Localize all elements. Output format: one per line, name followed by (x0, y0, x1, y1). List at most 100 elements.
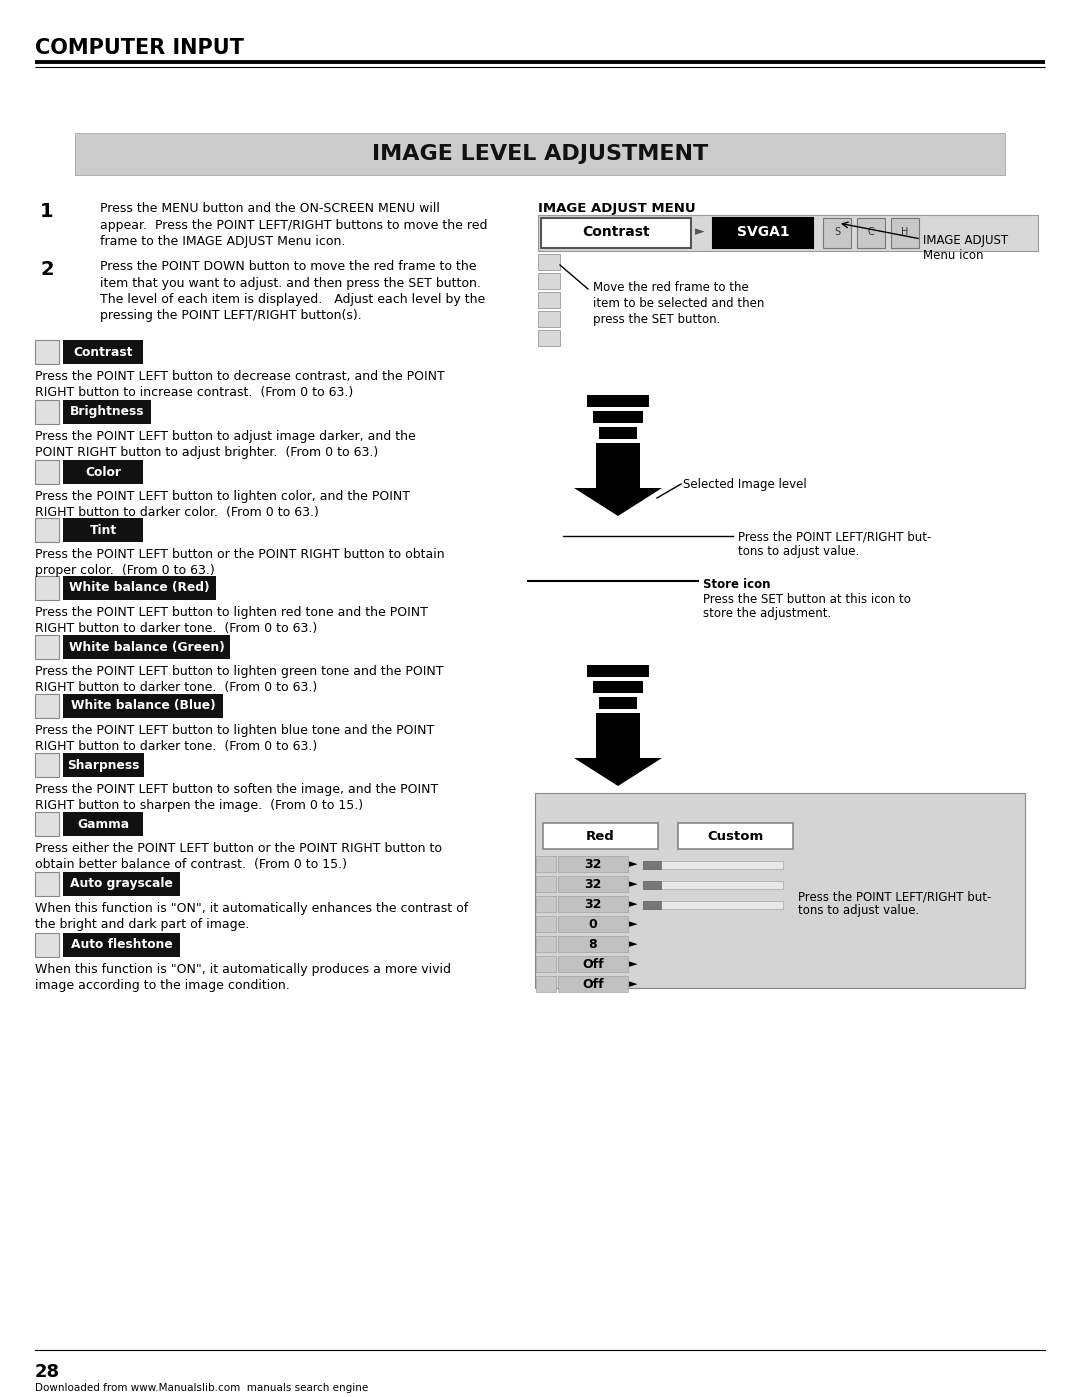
Text: store the adjustment.: store the adjustment. (703, 608, 832, 620)
FancyBboxPatch shape (599, 427, 637, 439)
FancyBboxPatch shape (891, 218, 919, 249)
FancyBboxPatch shape (678, 823, 793, 849)
Text: Sharpness: Sharpness (67, 759, 139, 771)
Text: Contrast: Contrast (582, 225, 650, 239)
Text: appear.  Press the POINT LEFT/RIGHT buttons to move the red: appear. Press the POINT LEFT/RIGHT butto… (100, 218, 487, 232)
FancyBboxPatch shape (558, 956, 627, 972)
Text: Press the POINT LEFT/RIGHT but-: Press the POINT LEFT/RIGHT but- (798, 890, 991, 902)
Text: 32: 32 (584, 858, 602, 870)
Text: Press the POINT LEFT button to soften the image, and the POINT: Press the POINT LEFT button to soften th… (35, 782, 438, 796)
Text: SVGA1: SVGA1 (737, 225, 789, 239)
FancyBboxPatch shape (536, 916, 556, 932)
Text: Press the MENU button and the ON-SCREEN MENU will: Press the MENU button and the ON-SCREEN … (100, 203, 440, 215)
Text: ►: ► (629, 958, 637, 970)
Polygon shape (573, 488, 662, 515)
FancyBboxPatch shape (536, 876, 556, 893)
Text: Move the red frame to the: Move the red frame to the (593, 281, 748, 293)
FancyBboxPatch shape (536, 936, 556, 951)
FancyBboxPatch shape (35, 518, 59, 542)
Text: Press the POINT LEFT button or the POINT RIGHT button to obtain: Press the POINT LEFT button or the POINT… (35, 548, 445, 562)
FancyBboxPatch shape (35, 460, 59, 483)
FancyBboxPatch shape (35, 576, 59, 599)
Text: item to be selected and then: item to be selected and then (593, 298, 765, 310)
Text: IMAGE ADJUST: IMAGE ADJUST (923, 235, 1008, 247)
Text: When this function is "ON", it automatically enhances the contrast of: When this function is "ON", it automatic… (35, 902, 469, 915)
FancyBboxPatch shape (63, 694, 222, 718)
Text: Downloaded from www.Manualslib.com  manuals search engine: Downloaded from www.Manualslib.com manua… (35, 1383, 368, 1393)
Text: Store icon: Store icon (703, 578, 770, 591)
Text: Custom: Custom (707, 830, 764, 842)
FancyBboxPatch shape (596, 443, 640, 488)
FancyBboxPatch shape (536, 956, 556, 972)
FancyBboxPatch shape (538, 312, 561, 327)
Text: Press the POINT LEFT button to lighten color, and the POINT: Press the POINT LEFT button to lighten c… (35, 490, 410, 503)
Text: Color: Color (85, 465, 121, 479)
Text: ►: ► (629, 879, 637, 888)
FancyBboxPatch shape (558, 895, 627, 912)
Text: H: H (902, 226, 908, 237)
FancyBboxPatch shape (593, 680, 643, 693)
FancyBboxPatch shape (558, 977, 627, 992)
FancyBboxPatch shape (596, 712, 640, 759)
FancyBboxPatch shape (35, 812, 59, 835)
Text: IMAGE LEVEL ADJUSTMENT: IMAGE LEVEL ADJUSTMENT (372, 144, 708, 163)
Text: POINT RIGHT button to adjust brighter.  (From 0 to 63.): POINT RIGHT button to adjust brighter. (… (35, 446, 378, 460)
FancyBboxPatch shape (535, 793, 1025, 988)
Text: COMPUTER INPUT: COMPUTER INPUT (35, 38, 244, 59)
Text: Press the POINT LEFT button to adjust image darker, and the: Press the POINT LEFT button to adjust im… (35, 430, 416, 443)
Text: 2: 2 (40, 260, 54, 279)
FancyBboxPatch shape (588, 395, 649, 407)
Text: Press the POINT DOWN button to move the red frame to the: Press the POINT DOWN button to move the … (100, 260, 476, 272)
Text: tons to adjust value.: tons to adjust value. (798, 904, 919, 916)
Text: ►: ► (696, 225, 705, 239)
FancyBboxPatch shape (643, 861, 783, 869)
FancyBboxPatch shape (643, 861, 661, 869)
Text: obtain better balance of contrast.  (From 0 to 15.): obtain better balance of contrast. (From… (35, 858, 347, 870)
Text: 8: 8 (589, 937, 597, 950)
Text: 0: 0 (589, 918, 597, 930)
Text: Off: Off (582, 978, 604, 990)
FancyBboxPatch shape (63, 518, 143, 542)
Text: ►: ► (629, 939, 637, 949)
Text: pressing the POINT LEFT/RIGHT button(s).: pressing the POINT LEFT/RIGHT button(s). (100, 310, 362, 323)
Text: image according to the image condition.: image according to the image condition. (35, 979, 289, 992)
FancyBboxPatch shape (63, 933, 179, 957)
Text: Press the POINT LEFT button to decrease contrast, and the POINT: Press the POINT LEFT button to decrease … (35, 370, 445, 383)
FancyBboxPatch shape (643, 882, 661, 888)
FancyBboxPatch shape (558, 856, 627, 872)
FancyBboxPatch shape (558, 916, 627, 932)
Text: White balance (Blue): White balance (Blue) (70, 700, 215, 712)
FancyBboxPatch shape (538, 330, 561, 346)
Text: Selected Image level: Selected Image level (683, 478, 807, 490)
FancyBboxPatch shape (713, 218, 813, 249)
Text: ►: ► (629, 979, 637, 989)
Text: Brightness: Brightness (70, 405, 145, 419)
Text: Gamma: Gamma (77, 817, 130, 830)
Text: C: C (867, 226, 875, 237)
FancyBboxPatch shape (63, 400, 151, 425)
Text: RIGHT button to darker tone.  (From 0 to 63.): RIGHT button to darker tone. (From 0 to … (35, 622, 318, 636)
Text: 32: 32 (584, 877, 602, 890)
Text: ►: ► (629, 919, 637, 929)
Text: 32: 32 (584, 897, 602, 911)
FancyBboxPatch shape (63, 576, 216, 599)
Text: White balance (Red): White balance (Red) (69, 581, 210, 595)
FancyBboxPatch shape (643, 901, 661, 909)
Text: RIGHT button to darker color.  (From 0 to 63.): RIGHT button to darker color. (From 0 to… (35, 506, 319, 520)
Text: White balance (Green): White balance (Green) (69, 640, 225, 654)
Text: Press the SET button at this icon to: Press the SET button at this icon to (703, 592, 910, 606)
FancyBboxPatch shape (599, 697, 637, 710)
FancyBboxPatch shape (35, 400, 59, 425)
FancyBboxPatch shape (643, 901, 783, 909)
FancyBboxPatch shape (858, 218, 885, 249)
FancyBboxPatch shape (538, 215, 1038, 251)
Text: 28: 28 (35, 1363, 60, 1382)
FancyBboxPatch shape (63, 753, 144, 777)
Text: RIGHT button to darker tone.  (From 0 to 63.): RIGHT button to darker tone. (From 0 to … (35, 680, 318, 694)
Text: Menu icon: Menu icon (923, 249, 984, 263)
FancyBboxPatch shape (536, 895, 556, 912)
FancyBboxPatch shape (35, 636, 59, 659)
Polygon shape (573, 759, 662, 787)
FancyBboxPatch shape (35, 339, 59, 365)
Text: Contrast: Contrast (73, 345, 133, 359)
